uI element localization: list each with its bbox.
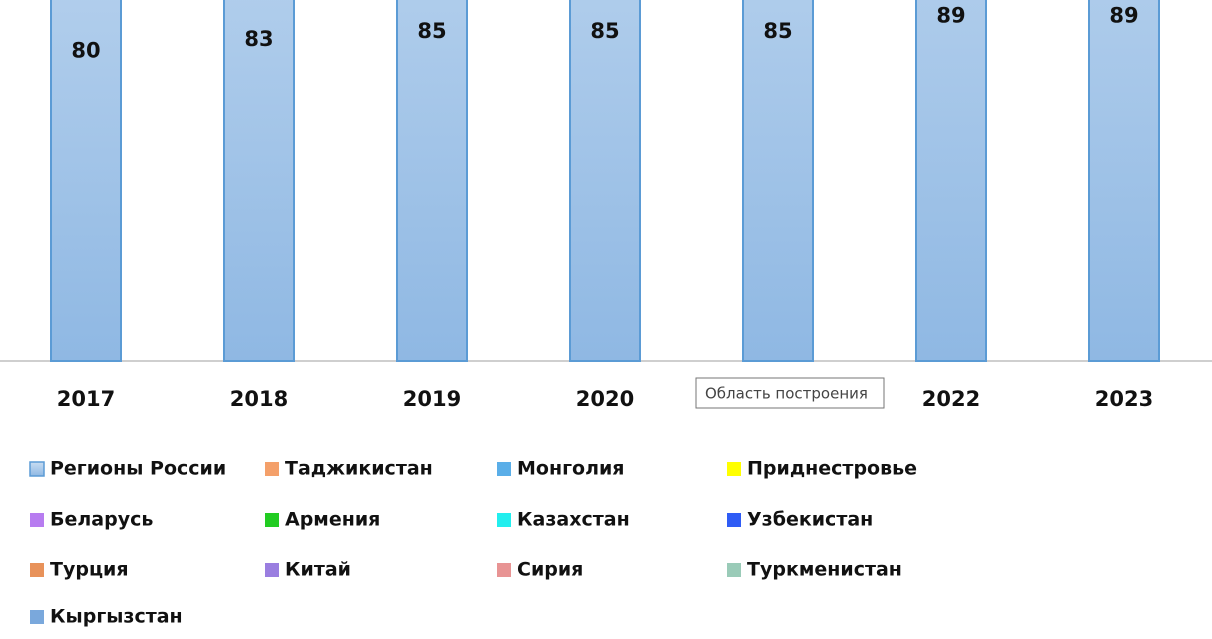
legend-label: Кыргызстан <box>50 606 183 628</box>
legend-label: Казахстан <box>517 509 630 531</box>
data-label: 83 <box>244 27 273 51</box>
legend-swatch <box>30 513 44 527</box>
legend-swatch <box>727 462 741 476</box>
x-tick-label: 2020 <box>576 387 634 411</box>
data-label: 80 <box>71 39 100 63</box>
legend-label: Турция <box>50 559 129 581</box>
legend-swatch <box>29 461 45 477</box>
bar <box>569 0 641 362</box>
data-label: 89 <box>936 3 965 27</box>
tooltip-text: Область построения <box>705 385 868 403</box>
legend-label: Китай <box>285 559 351 581</box>
legend-swatch <box>265 462 279 476</box>
x-tick-label: 2022 <box>922 387 980 411</box>
legend-swatch <box>727 563 741 577</box>
x-tick-label: 2018 <box>230 387 288 411</box>
bar <box>223 0 295 362</box>
legend-swatch <box>265 513 279 527</box>
legend-label: Приднестровье <box>747 458 917 480</box>
legend-swatch <box>497 462 511 476</box>
legend-label: Армения <box>285 509 380 531</box>
bar <box>396 0 468 362</box>
bar <box>1088 0 1160 362</box>
legend-label: Монголия <box>517 458 625 480</box>
x-tick-label: 2023 <box>1095 387 1153 411</box>
bar <box>915 0 987 362</box>
legend-swatch <box>497 513 511 527</box>
legend-label: Таджикистан <box>285 458 433 480</box>
legend-swatch <box>30 563 44 577</box>
data-label: 85 <box>590 19 619 43</box>
x-tick-label: 2017 <box>57 387 115 411</box>
legend-label: Регионы России <box>50 458 226 480</box>
legend-label: Узбекистан <box>747 509 873 531</box>
legend-swatch <box>30 610 44 624</box>
data-label: 85 <box>763 19 792 43</box>
legend-label: Сирия <box>517 559 583 581</box>
data-label: 89 <box>1109 3 1138 27</box>
x-tick-label: 2019 <box>403 387 461 411</box>
legend-label: Беларусь <box>50 509 153 531</box>
legend-swatch <box>497 563 511 577</box>
bar <box>742 0 814 362</box>
tooltip-box <box>695 377 885 409</box>
data-label: 85 <box>417 19 446 43</box>
legend-swatch <box>265 563 279 577</box>
bar <box>50 0 122 362</box>
legend-label: Туркменистан <box>747 559 902 581</box>
legend-swatch <box>727 513 741 527</box>
